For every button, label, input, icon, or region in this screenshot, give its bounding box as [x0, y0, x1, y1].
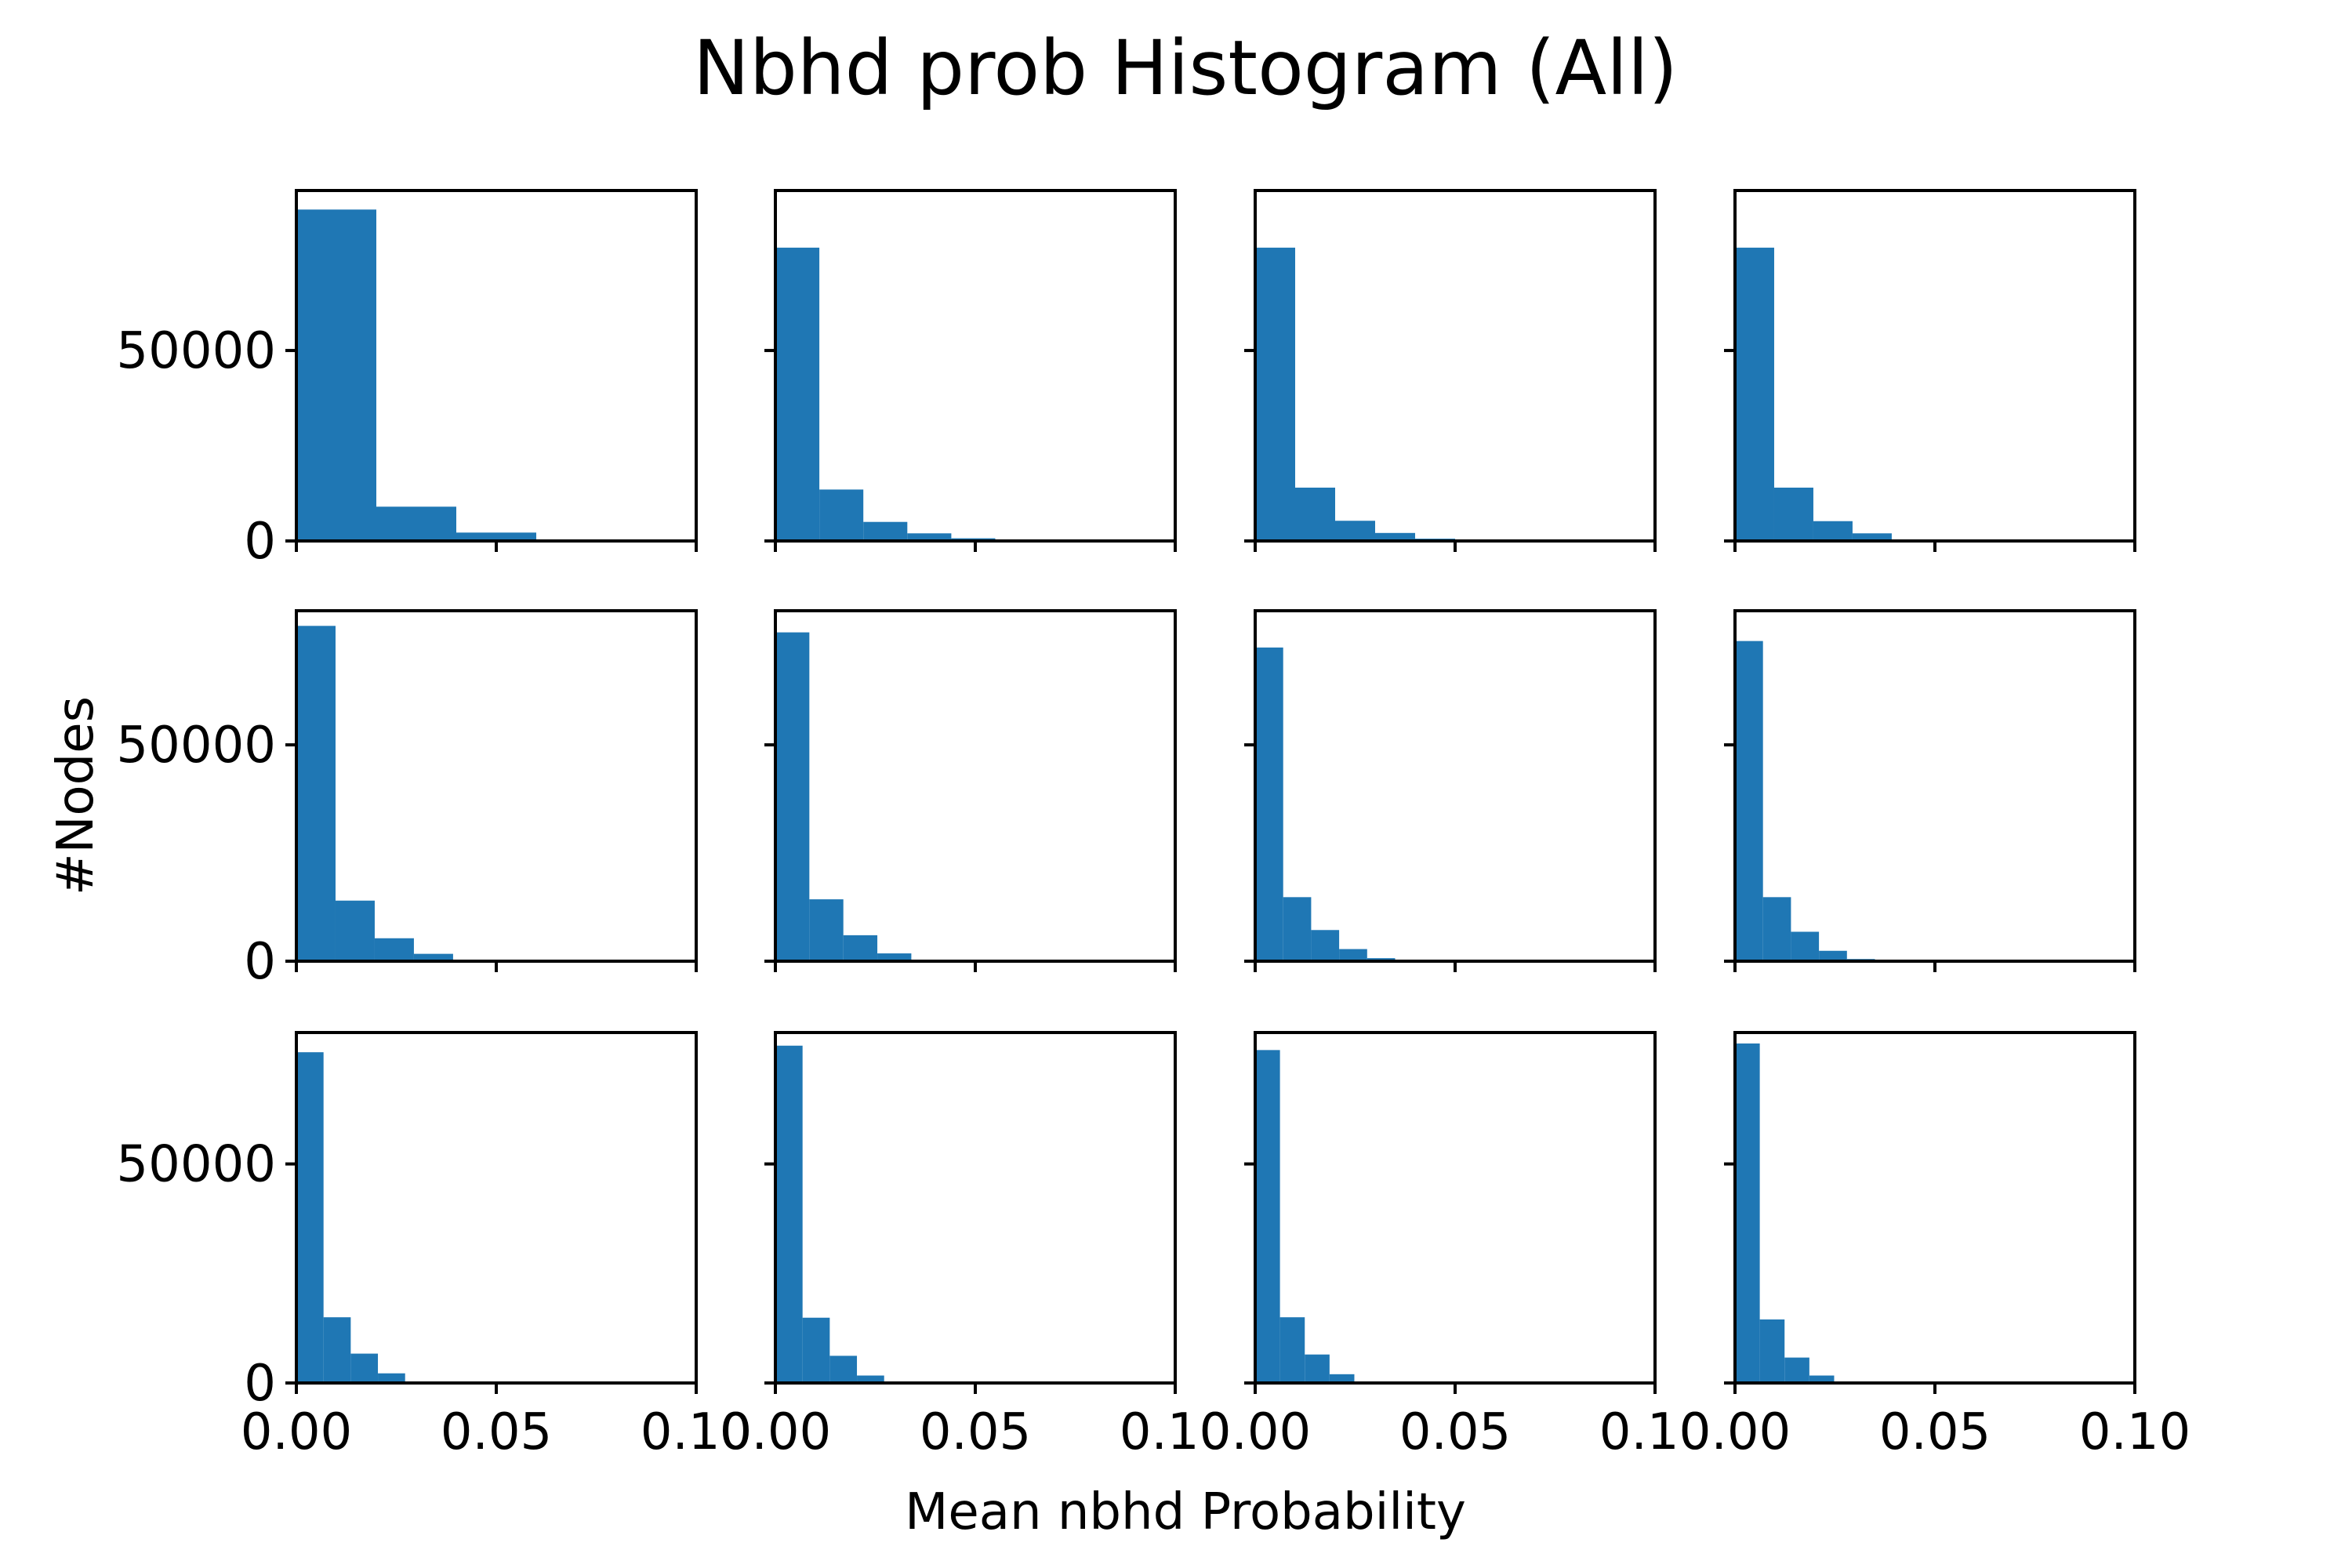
panel-r3-c3: 0.00 0.05 0.10 [1200, 1031, 1711, 1461]
x-tick-label: 0.10 [2079, 1403, 2191, 1461]
histogram-bar [456, 532, 536, 541]
x-tick-label: 0.00 [241, 1403, 353, 1461]
x-tick-label: 0.10 [641, 1403, 753, 1461]
panel-r1-c4 [1724, 189, 2136, 552]
axes-frame [774, 1031, 1177, 1385]
histogram-bar [335, 900, 375, 961]
histogram-bar [1255, 1050, 1280, 1383]
histogram-bar [1335, 521, 1375, 541]
y-tick-label: 50000 [116, 1136, 276, 1194]
histogram-bar [1813, 521, 1853, 541]
histogram-bar [877, 953, 912, 961]
panel-r1-c2 [764, 189, 1177, 552]
panel-r3-c1: 0 50000 0.00 0.05 0.10 [116, 1031, 753, 1461]
y-tick-label: 50000 [116, 717, 276, 775]
histogram-bar [378, 1373, 405, 1383]
axes-frame [1254, 1031, 1657, 1385]
histogram-bar [1311, 930, 1340, 961]
histogram-bar [775, 247, 820, 541]
histogram-bar [802, 1317, 830, 1383]
x-tick-label: 0.00 [1679, 1403, 1791, 1461]
histogram-bar [296, 626, 336, 961]
y-axis-label: #Nodes [47, 696, 105, 895]
histogram-bar [819, 489, 864, 541]
histogram-bar [1809, 1375, 1835, 1383]
axes-frame [774, 189, 1177, 543]
histogram-bar [857, 1375, 884, 1383]
panel-r2-c1: 0 50000 [116, 609, 698, 991]
histogram-bar [1759, 1319, 1785, 1383]
axes-frame [295, 1031, 698, 1385]
histogram-bar [1762, 897, 1791, 961]
histogram-bar [1852, 533, 1892, 541]
histogram-bar [413, 953, 453, 961]
panel-r3-c2: 0.00 0.05 0.10 [720, 1031, 1232, 1461]
histogram-bar [1791, 931, 1820, 961]
panel-r1-c3 [1244, 189, 1657, 552]
histogram-bar [296, 209, 376, 541]
histogram-bar [376, 506, 456, 541]
histogram-bar [829, 1356, 858, 1383]
histogram-bar [907, 533, 952, 541]
panel-r1-c1: 0 50000 [116, 189, 698, 571]
y-tick-label: 0 [244, 513, 276, 571]
histogram-bar [1784, 1357, 1809, 1383]
histogram-bar [1819, 950, 1847, 961]
histogram-bar [1295, 487, 1335, 541]
histogram-bar [1279, 1317, 1305, 1383]
histogram-bar [374, 938, 414, 961]
x-axis-label: Mean nbhd Probability [905, 1483, 1466, 1541]
x-tick-label: 0.10 [1599, 1403, 1711, 1461]
chart-title: Nbhd prob Histogram (All) [693, 24, 1678, 112]
x-tick-label: 0.00 [1200, 1403, 1312, 1461]
panel-r2-c4 [1724, 609, 2136, 972]
histogram-bar [775, 632, 810, 961]
histogram-bar [843, 935, 878, 961]
y-tick-label: 0 [244, 933, 276, 991]
histogram-bar [1735, 247, 1774, 541]
x-tick-label: 0.05 [1879, 1403, 1991, 1461]
x-tick-label: 0.05 [441, 1403, 553, 1461]
histogram-bar [1255, 247, 1295, 541]
histogram-bar [350, 1353, 379, 1383]
y-tick-label: 0 [244, 1355, 276, 1413]
histogram-bar [323, 1317, 351, 1383]
histogram-bar [1735, 1043, 1760, 1383]
histogram-bar [296, 1052, 324, 1383]
histogram-bar [809, 899, 844, 961]
panel-r3-c4: 0.00 0.05 0.10 [1679, 1031, 2191, 1461]
histogram-bar [1375, 532, 1415, 541]
axes-frame [1254, 609, 1657, 963]
histogram-bar [1305, 1354, 1330, 1383]
axes-frame [1733, 1031, 2136, 1385]
histogram-bar [1773, 487, 1813, 541]
x-tick-label: 0.05 [920, 1403, 1032, 1461]
panel-r2-c2 [764, 609, 1177, 972]
histogram-bar [1735, 641, 1763, 961]
histogram-bar [1255, 647, 1283, 961]
histogram-bar [1339, 949, 1367, 961]
x-tick-label: 0.00 [720, 1403, 832, 1461]
histogram-bar [863, 521, 908, 541]
x-tick-label: 0.10 [1120, 1403, 1232, 1461]
panel-r2-c3 [1244, 609, 1657, 972]
x-tick-label: 0.05 [1399, 1403, 1512, 1461]
histogram-bar [1329, 1374, 1355, 1383]
histogram-bar [775, 1045, 803, 1383]
histogram-bar [1283, 897, 1312, 961]
axes-frame [1733, 609, 2136, 963]
y-tick-label: 50000 [116, 322, 276, 380]
